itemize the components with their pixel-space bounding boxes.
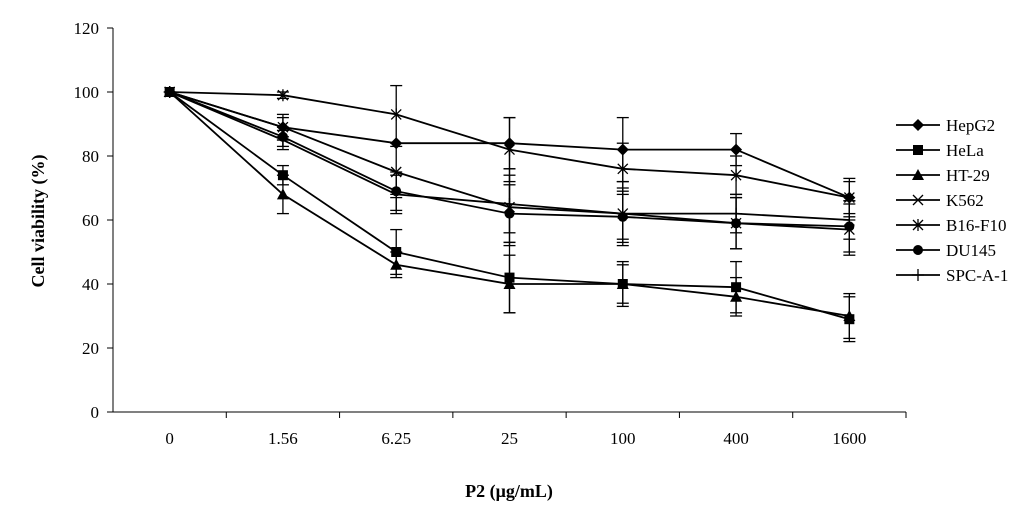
data-point — [390, 188, 403, 201]
data-point — [503, 278, 516, 289]
legend-marker — [912, 194, 924, 206]
legend-marker — [912, 219, 924, 231]
data-point — [276, 188, 289, 200]
legend-item: HT-29 — [896, 166, 990, 185]
legend-item: DU145 — [896, 241, 996, 260]
x-axis-title: P2 (μg/mL) — [465, 481, 553, 502]
legend-label: HepG2 — [946, 116, 995, 135]
legend-label: HT-29 — [946, 166, 990, 185]
series-spc-a-1 — [163, 86, 856, 240]
data-point — [730, 290, 743, 302]
legend-marker — [913, 245, 923, 255]
legend-label: HeLa — [946, 141, 984, 160]
data-point — [730, 169, 742, 182]
y-ticks: 0 20 40 60 80 100 120 — [74, 19, 113, 422]
legend-item: SPC-A-1 — [896, 266, 1008, 285]
y-tick-label: 100 — [74, 83, 100, 102]
legend-item: K562 — [896, 191, 984, 210]
data-point — [617, 162, 629, 175]
data-point — [390, 258, 403, 270]
data-point — [503, 198, 516, 210]
x-tick-label: 100 — [610, 429, 636, 448]
y-axis-title: Cell viability (%) — [28, 155, 49, 288]
y-tick-label: 120 — [74, 19, 100, 38]
legend-label: SPC-A-1 — [946, 266, 1008, 285]
legend-marker — [912, 169, 924, 180]
data-point — [504, 143, 515, 156]
legend: HepG2 HeLa HT-29 K562 B16-F10 DU145 SPC-A-1 — [896, 116, 1008, 285]
x-tick-label: 1600 — [832, 429, 866, 448]
x-tick-label: 400 — [723, 429, 749, 448]
legend-marker — [912, 119, 924, 131]
y-tick-label: 40 — [82, 275, 99, 294]
data-point — [843, 310, 856, 321]
data-point — [277, 89, 289, 102]
x-tick-label: 6.25 — [381, 429, 411, 448]
legend-marker — [913, 145, 923, 155]
data-point — [163, 86, 176, 98]
legend-item: HeLa — [896, 141, 984, 160]
data-point — [616, 207, 629, 220]
x-tick-label: 1.56 — [268, 429, 298, 448]
legend-item: B16-F10 — [896, 216, 1006, 235]
y-tick-label: 0 — [91, 403, 100, 422]
legend-label: DU145 — [946, 241, 996, 260]
x-ticks: 0 1.56 6.25 25 100 400 1600 — [165, 412, 907, 448]
x-tick-label: 0 — [165, 429, 174, 448]
series-layer — [163, 84, 856, 343]
y-tick-label: 80 — [82, 147, 99, 166]
data-point — [390, 108, 402, 121]
data-point — [730, 143, 743, 156]
legend-label: K562 — [946, 191, 984, 210]
legend-marker — [912, 269, 924, 281]
data-point — [730, 207, 743, 220]
legend-item: HepG2 — [896, 116, 995, 135]
legend-label: B16-F10 — [946, 216, 1006, 235]
data-point — [276, 134, 289, 146]
data-point — [843, 214, 856, 226]
data-point — [616, 278, 629, 289]
y-tick-label: 20 — [82, 339, 99, 358]
x-tick-label: 25 — [501, 429, 518, 448]
y-tick-label: 60 — [82, 211, 99, 230]
